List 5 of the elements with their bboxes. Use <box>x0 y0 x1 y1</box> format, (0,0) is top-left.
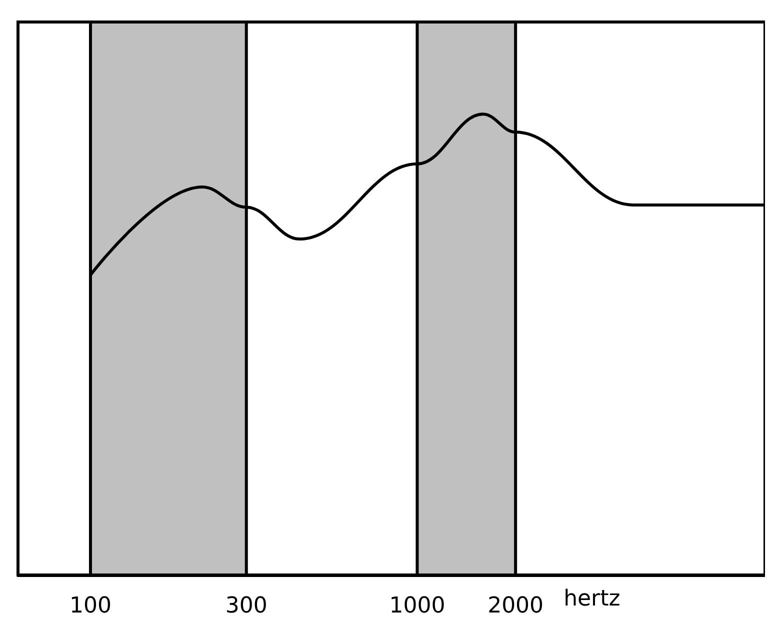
x-tick-label: 300 <box>225 594 268 618</box>
x-axis-title: hertz <box>564 586 620 612</box>
x-tick-label: 1000 <box>389 594 446 618</box>
x-tick-label: 100 <box>69 594 112 618</box>
x-tick-label: 2000 <box>488 594 544 618</box>
